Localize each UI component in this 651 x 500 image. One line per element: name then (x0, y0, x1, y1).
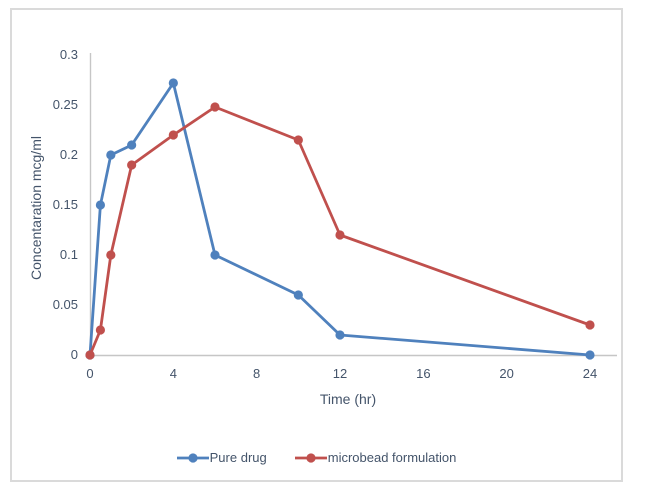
data-point-marker (210, 102, 220, 112)
x-tick-label: 16 (416, 366, 431, 381)
legend-label: microbead formulation (327, 450, 457, 465)
data-point-marker (585, 320, 595, 330)
legend-line-marker-icon (176, 452, 209, 463)
data-point-marker (168, 130, 178, 140)
data-point-marker (168, 78, 178, 88)
y-tick-label: 0.3 (59, 47, 78, 62)
x-tick-label: 4 (169, 366, 177, 381)
data-point-marker (106, 250, 116, 260)
x-axis-title: Time (hr) (319, 391, 377, 407)
data-point-marker (95, 325, 106, 335)
data-point-marker (335, 330, 345, 340)
legend-label: Pure drug (209, 450, 267, 465)
y-tick-label: 0.25 (52, 97, 78, 112)
chart-legend: Pure drug microbead formulation (12, 450, 621, 465)
x-tick-label: 12 (332, 366, 348, 381)
data-point-marker (85, 350, 95, 360)
y-tick-label: 0.1 (59, 247, 78, 262)
series-line-pure-drug (88, 81, 592, 357)
data-point-marker (127, 160, 137, 170)
x-tick-label: 0 (86, 366, 94, 381)
y-tick-label: 0.15 (52, 197, 78, 212)
y-tick-label: 0 (70, 347, 78, 362)
data-point-marker (585, 350, 595, 360)
data-point-marker (210, 250, 220, 260)
data-point-marker (106, 150, 116, 160)
x-tick-label: 24 (582, 366, 598, 381)
legend-item-pure-drug: Pure drug (176, 450, 267, 465)
legend-item-microbead-formulation: microbead formulation (294, 450, 457, 465)
x-tick-label: 8 (253, 366, 261, 381)
data-point-marker (335, 230, 345, 240)
y-axis-title: Concentaration mcg/ml (28, 136, 44, 280)
legend-line-marker-icon (294, 452, 327, 463)
x-tick-label: 20 (499, 366, 514, 381)
y-tick-label: 0.2 (59, 147, 78, 162)
data-point-marker (127, 140, 137, 150)
y-tick-label: 0.05 (52, 297, 78, 312)
data-point-marker (293, 135, 303, 145)
data-point-marker (293, 290, 303, 300)
data-point-marker (95, 200, 106, 210)
